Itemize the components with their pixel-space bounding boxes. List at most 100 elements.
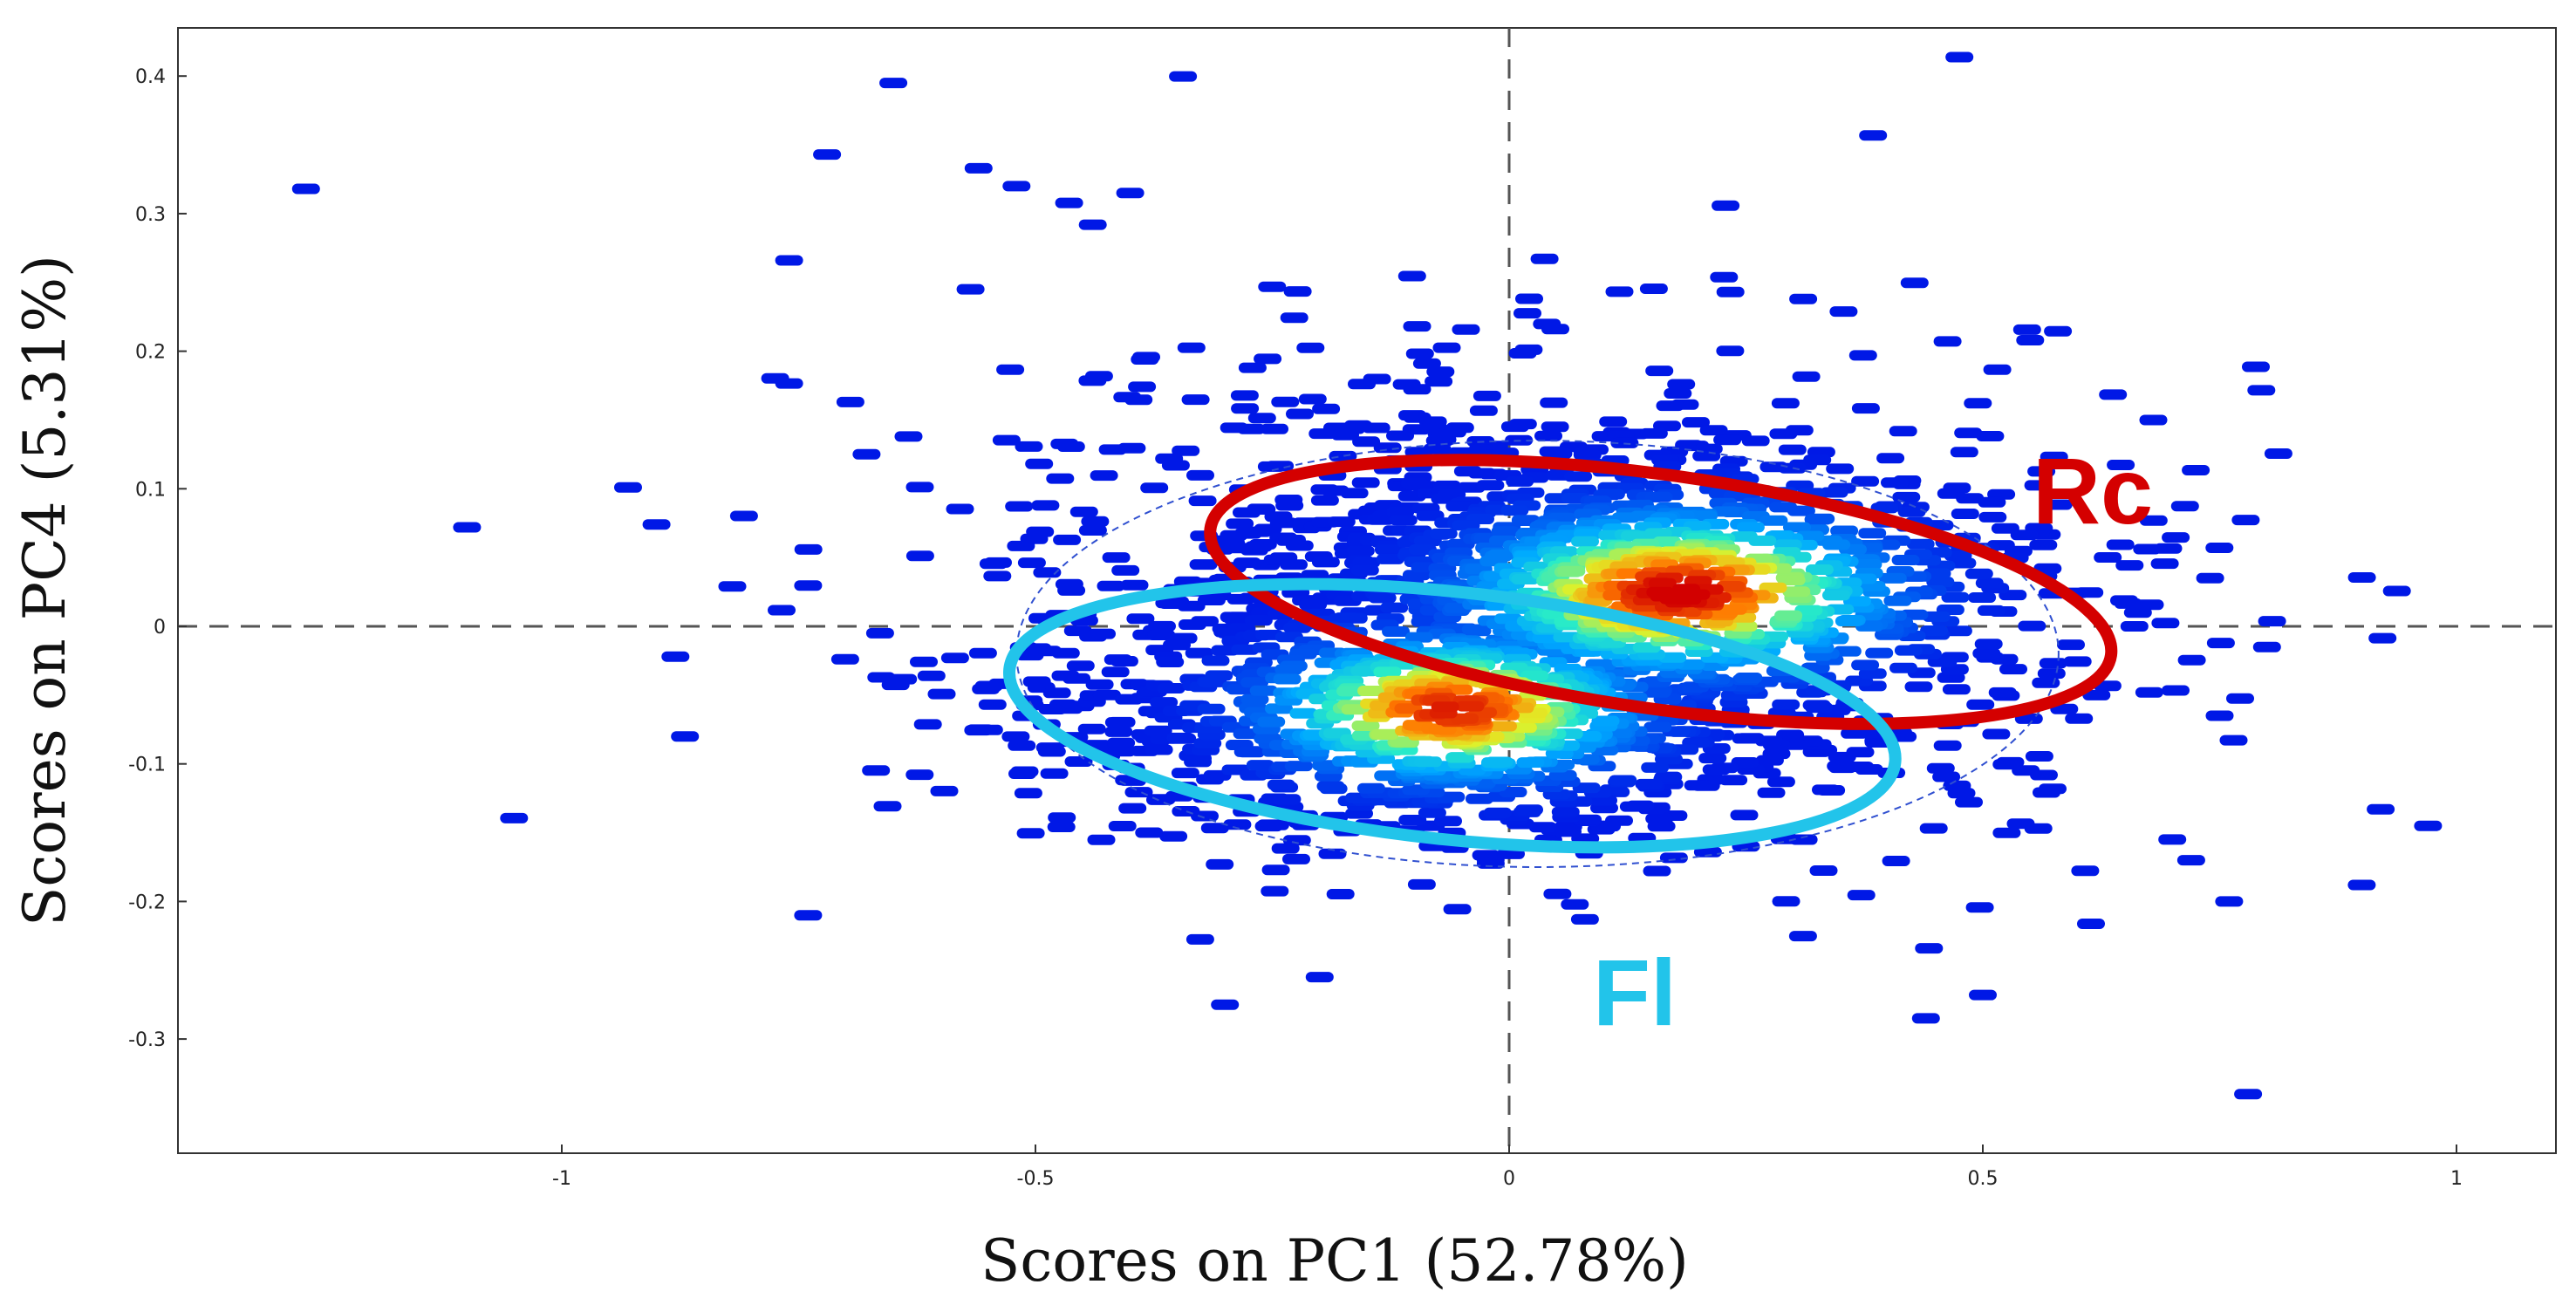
data-point [1833,646,1862,657]
data-point [1104,726,1133,737]
data-point [1403,321,1431,332]
data-point [1140,482,1169,494]
data-point [1205,670,1233,681]
data-point [2234,1089,2263,1100]
data-point [661,651,690,662]
cluster-label-fl: Fl [1593,939,1677,1045]
data-point [1254,353,1282,365]
data-point [1571,536,1599,547]
data-point [2107,460,2135,470]
data-point [1282,853,1310,864]
data-point [1774,610,1803,621]
data-point [1373,666,1402,678]
data-point [1748,535,1777,546]
data-point [964,162,993,174]
data-point [1189,559,1218,571]
data-point [794,543,823,555]
data-point [2382,585,2411,597]
data-point [1926,762,1955,774]
data-point [813,149,842,161]
data-point [1532,632,1561,644]
data-point [1915,943,1944,954]
data-point [1485,756,1513,768]
data-point [913,719,942,730]
data-point [956,284,985,295]
data-point [1719,775,1748,786]
data-point [2206,638,2235,649]
data-point [1682,417,1710,428]
data-point [2205,543,2234,553]
data-point [1992,827,2021,838]
data-point [1077,723,1106,734]
data-point [1684,780,1712,791]
data-point [1092,689,1121,700]
data-point [1500,505,1529,516]
data-point [1826,463,1855,475]
data-point [1120,579,1149,591]
data-point [1599,416,1628,427]
data-point [1933,336,1962,347]
y-tick-label: 0 [154,617,166,639]
data-point [1922,611,1951,622]
data-point [1266,461,1295,472]
data-point [1382,626,1411,637]
data-point [1350,564,1379,576]
data-point [852,448,881,460]
data-point [1974,639,2003,650]
data-point [1327,516,1356,528]
data-point [1258,281,1287,292]
data-point [1528,822,1557,833]
data-point [2182,465,2210,475]
data-point [1975,577,2004,589]
data-point [1107,746,1136,757]
data-point [2006,818,2035,830]
data-point [983,571,1012,582]
data-point [1261,819,1289,830]
data-point [1108,821,1137,831]
data-point [1282,835,1311,846]
data-point [894,431,923,442]
data-point [1161,460,1190,471]
data-point [1237,747,1266,758]
data-point [2205,710,2234,721]
data-point [1247,413,1276,424]
data-point [1351,721,1380,731]
data-point [1238,362,1267,373]
data-point [1508,348,1537,359]
data-point [1794,605,1823,616]
data-point [1362,422,1390,434]
data-point [1672,588,1701,599]
data-point [1692,450,1721,461]
data-point [1370,728,1399,740]
data-point [1181,394,1210,406]
data-point [1078,219,1107,230]
data-point [1472,390,1501,401]
data-point [1570,913,1599,925]
data-point [1937,672,1965,683]
data-point [2016,335,2045,345]
data-point [1965,902,1994,913]
data-point [1564,471,1593,482]
data-point [1635,778,1664,789]
data-point [1432,342,1461,353]
data-point [1827,761,1855,772]
data-point [1434,816,1462,827]
data-point [1249,685,1278,696]
data-point [1273,794,1302,805]
data-point [2177,654,2206,666]
data-point [1976,431,2005,441]
data-point [1619,801,1648,812]
data-point [1991,523,2019,534]
data-point [1978,496,2006,508]
data-point [1200,823,1229,834]
data-point [2044,325,2073,337]
data-point [1996,756,2025,768]
data-point [1336,686,1364,697]
x-tick-label: -0.5 [1017,1168,1055,1190]
data-point [1506,475,1534,487]
data-point [1846,747,1875,758]
data-point [1237,423,1266,434]
data-point [992,434,1021,446]
data-point [1983,364,2012,375]
data-point [1318,848,1347,859]
